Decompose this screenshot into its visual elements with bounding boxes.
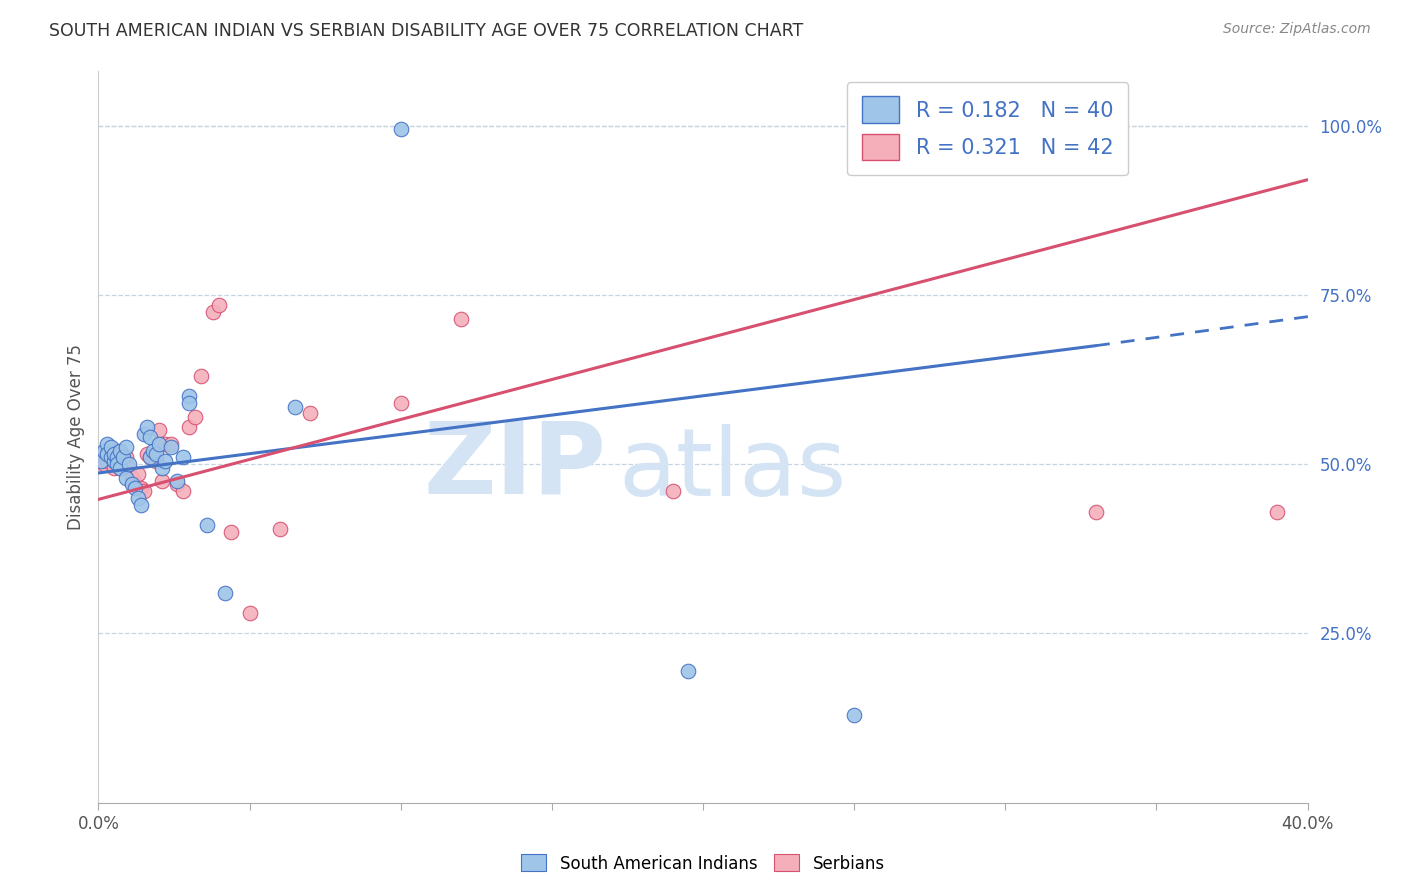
Point xyxy=(676,664,699,678)
Point xyxy=(96,437,118,451)
Point xyxy=(103,460,125,475)
Point xyxy=(177,420,201,434)
Point xyxy=(108,450,131,465)
Text: Source: ZipAtlas.com: Source: ZipAtlas.com xyxy=(1223,22,1371,37)
Point xyxy=(299,406,322,420)
Point xyxy=(269,521,291,535)
Point xyxy=(190,369,212,384)
Point xyxy=(139,430,162,444)
Point xyxy=(105,450,128,465)
Legend: R = 0.182   N = 40, R = 0.321   N = 42: R = 0.182 N = 40, R = 0.321 N = 42 xyxy=(846,82,1128,175)
Point xyxy=(100,443,122,458)
Point xyxy=(1265,505,1288,519)
Point xyxy=(103,447,125,461)
Point xyxy=(96,447,118,461)
Point xyxy=(177,389,201,403)
Point xyxy=(108,443,131,458)
Point xyxy=(129,498,152,512)
Point xyxy=(661,484,683,499)
Point xyxy=(127,491,149,505)
Point xyxy=(160,440,183,454)
Point xyxy=(124,477,146,491)
Point xyxy=(100,450,122,465)
Point xyxy=(103,454,125,468)
Point xyxy=(139,450,162,465)
Point xyxy=(284,400,307,414)
Point xyxy=(105,443,128,458)
Point xyxy=(145,454,167,468)
Point xyxy=(172,484,194,499)
Point xyxy=(450,311,472,326)
Point xyxy=(389,122,412,136)
Point xyxy=(139,450,162,465)
Point xyxy=(93,457,115,471)
Point xyxy=(1085,505,1108,519)
Point xyxy=(389,396,412,410)
Point xyxy=(127,467,149,482)
Point xyxy=(135,447,157,461)
Point xyxy=(148,423,170,437)
Point xyxy=(153,437,176,451)
Point xyxy=(132,426,155,441)
Point xyxy=(142,443,165,458)
Point xyxy=(124,481,146,495)
Point xyxy=(108,460,131,475)
Point xyxy=(96,447,118,461)
Point xyxy=(129,481,152,495)
Point xyxy=(150,474,173,488)
Point xyxy=(177,396,201,410)
Point xyxy=(135,420,157,434)
Point xyxy=(844,707,866,722)
Point xyxy=(160,437,183,451)
Point xyxy=(239,606,262,620)
Point xyxy=(114,440,136,454)
Point xyxy=(114,450,136,465)
Point xyxy=(114,471,136,485)
Point xyxy=(90,450,112,465)
Point xyxy=(90,454,112,468)
Point xyxy=(166,474,188,488)
Text: SOUTH AMERICAN INDIAN VS SERBIAN DISABILITY AGE OVER 75 CORRELATION CHART: SOUTH AMERICAN INDIAN VS SERBIAN DISABIL… xyxy=(49,22,803,40)
Point xyxy=(111,450,134,465)
Point xyxy=(195,518,218,533)
Text: ZIP: ZIP xyxy=(423,417,606,515)
Point xyxy=(121,477,143,491)
Legend: South American Indians, Serbians: South American Indians, Serbians xyxy=(515,847,891,880)
Point xyxy=(172,450,194,465)
Point xyxy=(153,454,176,468)
Point xyxy=(108,460,131,475)
Point xyxy=(142,450,165,465)
Point xyxy=(105,457,128,471)
Text: atlas: atlas xyxy=(619,424,846,516)
Point xyxy=(118,457,141,471)
Point xyxy=(208,298,231,312)
Point xyxy=(111,457,134,471)
Point xyxy=(145,447,167,461)
Point xyxy=(184,409,207,424)
Point xyxy=(93,443,115,458)
Point xyxy=(121,471,143,485)
Point xyxy=(214,586,236,600)
Y-axis label: Disability Age Over 75: Disability Age Over 75 xyxy=(66,344,84,530)
Point xyxy=(100,440,122,454)
Point xyxy=(150,460,173,475)
Point xyxy=(166,477,188,491)
Point xyxy=(148,437,170,451)
Point xyxy=(202,305,225,319)
Point xyxy=(221,524,243,539)
Point xyxy=(96,454,118,468)
Point xyxy=(118,460,141,475)
Point xyxy=(103,454,125,468)
Point xyxy=(132,484,155,499)
